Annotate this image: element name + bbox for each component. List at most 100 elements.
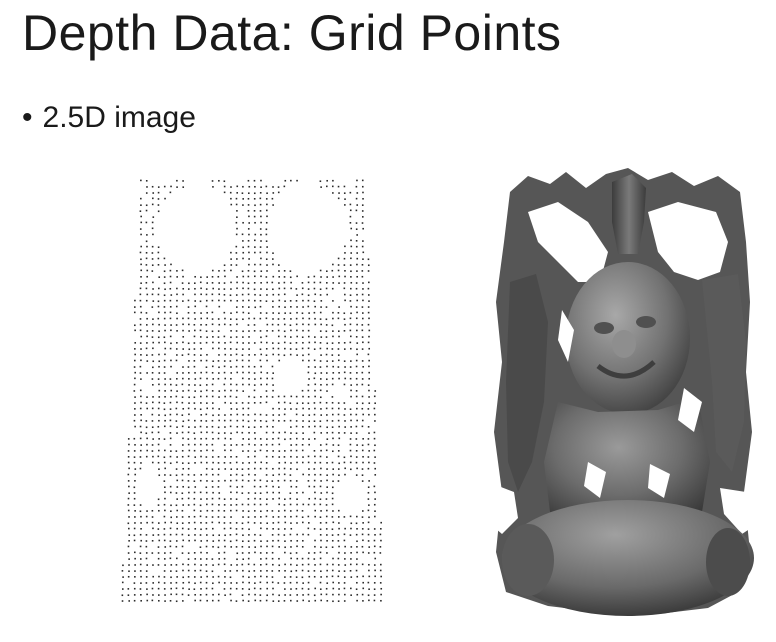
grid-point — [320, 336, 323, 338]
grid-point — [259, 479, 262, 482]
grid-point — [224, 395, 226, 398]
grid-point — [266, 425, 269, 428]
grid-point — [343, 192, 346, 194]
grid-point — [272, 414, 275, 416]
grid-point — [355, 432, 358, 434]
grid-point — [194, 437, 196, 440]
grid-point — [278, 312, 280, 315]
grid-point — [224, 468, 227, 470]
grid-point — [361, 545, 364, 548]
grid-point — [218, 521, 221, 524]
grid-point — [182, 407, 185, 410]
grid-point — [290, 527, 293, 530]
grid-point — [211, 180, 214, 182]
grid-point — [211, 299, 214, 302]
grid-point — [308, 425, 310, 428]
grid-point — [302, 414, 304, 417]
grid-point — [307, 335, 310, 338]
grid-point — [145, 312, 148, 314]
grid-point — [140, 233, 142, 236]
grid-point — [373, 582, 376, 584]
grid-point — [331, 431, 334, 434]
grid-point — [373, 485, 376, 488]
grid-point — [140, 582, 142, 584]
grid-point — [307, 281, 310, 284]
grid-point — [170, 516, 172, 519]
grid-point — [229, 419, 232, 422]
grid-point — [278, 497, 281, 500]
grid-point — [145, 192, 148, 194]
grid-point — [361, 348, 364, 350]
grid-point — [379, 569, 382, 572]
grid-point — [187, 419, 190, 422]
grid-point — [374, 491, 376, 494]
grid-point — [313, 287, 316, 290]
grid-point — [224, 479, 226, 482]
grid-point — [314, 545, 316, 548]
grid-point — [272, 491, 274, 494]
grid-point — [206, 509, 209, 512]
grid-point — [193, 576, 196, 578]
grid-point — [140, 594, 142, 596]
grid-point — [247, 407, 250, 410]
grid-point — [182, 348, 184, 350]
grid-point — [181, 497, 184, 500]
grid-point — [259, 263, 262, 266]
grid-point — [308, 438, 310, 440]
grid-point — [254, 450, 256, 453]
rendered-surface-svg — [488, 168, 760, 616]
grid-point — [296, 557, 299, 560]
grid-point — [164, 449, 166, 452]
grid-point — [259, 401, 262, 404]
grid-point — [326, 419, 329, 422]
grid-point — [133, 582, 136, 584]
grid-point — [253, 539, 256, 542]
grid-point — [361, 533, 364, 536]
grid-point — [247, 312, 250, 314]
grid-point — [181, 425, 184, 428]
grid-point — [355, 228, 358, 231]
grid-point — [164, 347, 167, 350]
grid-point — [229, 191, 232, 194]
grid-point — [145, 432, 148, 435]
grid-point — [247, 228, 250, 230]
grid-point — [163, 486, 166, 489]
grid-point — [181, 282, 184, 284]
grid-point — [278, 503, 280, 506]
grid-point — [200, 551, 202, 554]
grid-point — [277, 186, 280, 188]
grid-point — [350, 384, 352, 386]
grid-point — [151, 599, 154, 602]
grid-point — [272, 288, 274, 291]
grid-point — [146, 245, 148, 248]
grid-point — [271, 480, 274, 482]
grid-point — [247, 282, 250, 285]
grid-point — [368, 563, 370, 566]
grid-point — [187, 317, 190, 320]
grid-point — [284, 540, 286, 542]
grid-point — [158, 419, 160, 422]
grid-point — [140, 462, 142, 464]
grid-point — [133, 492, 136, 494]
grid-point — [319, 498, 322, 501]
grid-point — [266, 264, 268, 266]
grid-point-cloud-image — [118, 166, 386, 606]
grid-point — [296, 540, 299, 542]
grid-point — [272, 419, 275, 422]
grid-point — [259, 359, 262, 362]
grid-point — [187, 504, 190, 506]
grid-point — [314, 509, 316, 512]
grid-point — [241, 233, 244, 236]
grid-point — [146, 599, 149, 602]
grid-point — [337, 468, 340, 470]
grid-point — [152, 594, 154, 596]
grid-point — [260, 336, 262, 339]
grid-point — [259, 317, 262, 320]
grid-point — [277, 600, 280, 602]
grid-point — [169, 462, 172, 465]
grid-point — [163, 588, 166, 590]
grid-point — [295, 425, 298, 428]
grid-point — [350, 413, 352, 416]
grid-point — [187, 353, 190, 356]
grid-point — [140, 221, 143, 224]
